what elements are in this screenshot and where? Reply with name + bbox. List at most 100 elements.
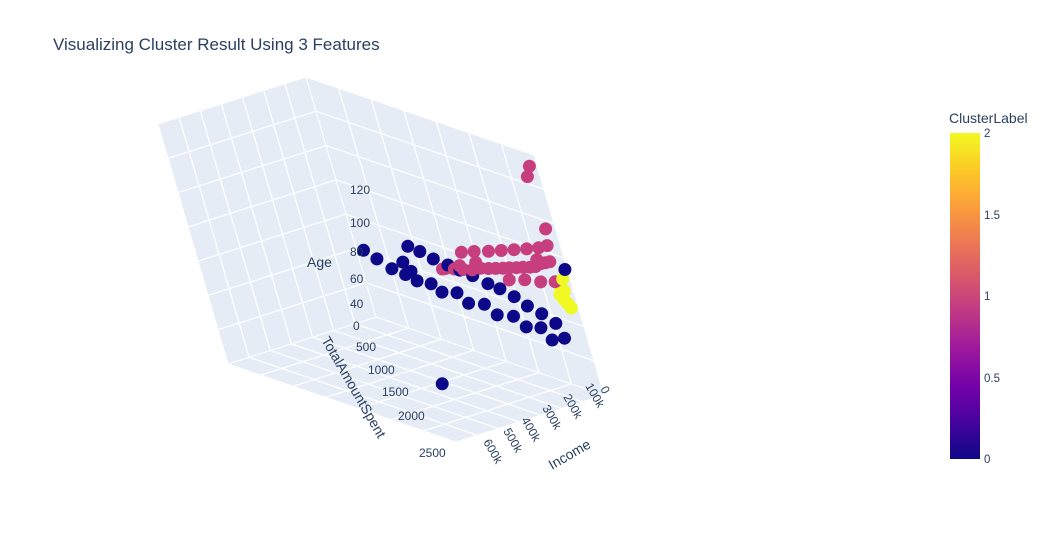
grid-line	[358, 360, 507, 410]
y-tick-label: 2000	[398, 409, 425, 423]
grid-line	[241, 96, 314, 338]
data-point	[502, 273, 516, 287]
data-point	[507, 309, 520, 323]
data-point	[469, 256, 483, 269]
data-point	[467, 245, 481, 258]
colorbar-tick-label: 1.5	[984, 210, 1000, 222]
data-point	[410, 274, 424, 288]
grid-line	[207, 247, 357, 297]
grid-line	[365, 282, 595, 362]
grid-line	[292, 338, 442, 387]
data-point	[490, 308, 504, 322]
z-tick-label: 40	[350, 297, 364, 311]
data-point	[520, 170, 534, 184]
grid-line	[325, 144, 555, 225]
z-tick-label: 120	[350, 183, 370, 197]
z-axis: 120 100 80 60 40 Age	[307, 183, 370, 311]
data-points	[357, 159, 578, 391]
colorbar-scale	[950, 133, 980, 459]
grid-line	[217, 282, 367, 331]
data-point	[535, 307, 549, 321]
grid-line	[390, 372, 540, 421]
z-tick-label: 80	[350, 245, 364, 259]
data-point	[520, 242, 534, 256]
scene-3d	[157, 76, 606, 443]
grid-line	[325, 349, 474, 399]
grid-line	[178, 117, 250, 358]
side-wall-pane	[305, 76, 605, 396]
data-point	[401, 239, 415, 253]
data-point	[534, 321, 548, 335]
data-point	[518, 273, 532, 287]
data-point	[494, 244, 508, 257]
data-point	[462, 296, 476, 310]
data-point	[558, 331, 571, 345]
x-tick-label: 400k	[518, 415, 544, 445]
colorbar-title: ClusterLabel	[949, 110, 1028, 126]
data-point	[493, 282, 507, 296]
data-point	[435, 377, 449, 391]
data-point	[396, 255, 410, 269]
grid-line	[167, 110, 317, 159]
grid-line	[248, 356, 478, 436]
colorbar-tick-label: 0	[984, 454, 990, 466]
z-tick-label: 60	[350, 272, 364, 286]
data-point	[404, 264, 418, 278]
grid-line	[354, 323, 584, 403]
data-point	[539, 222, 553, 236]
data-point	[435, 285, 449, 299]
y-tick-label: 0	[353, 319, 360, 333]
grid-line	[337, 87, 410, 329]
grid-line	[199, 110, 271, 351]
grid-line	[333, 329, 562, 410]
data-point	[477, 297, 491, 311]
data-point	[357, 243, 370, 257]
data-point	[454, 245, 468, 259]
data-point	[543, 255, 557, 269]
data-point	[545, 333, 559, 347]
colorbar-tick-label: 2	[984, 128, 990, 140]
data-point	[482, 244, 495, 258]
grid-line	[187, 179, 337, 228]
grid-line	[270, 349, 499, 430]
grid-line	[197, 213, 347, 262]
data-point	[549, 316, 563, 330]
data-point	[558, 263, 572, 276]
data-point	[522, 159, 536, 173]
axis-panes	[157, 76, 606, 443]
y-tick-label: 1500	[382, 385, 409, 399]
grid-line	[435, 121, 507, 362]
grid-line	[312, 336, 541, 416]
data-point	[370, 252, 384, 266]
colorbar-tick-label: 0.5	[984, 373, 1000, 385]
grid-line	[220, 103, 293, 345]
grid-line	[263, 90, 335, 331]
grid-line	[291, 343, 520, 423]
data-point	[507, 290, 521, 304]
data-point	[534, 275, 548, 289]
data-point	[450, 286, 464, 300]
grid-line	[284, 83, 356, 324]
colorbar-tick-label: 1	[984, 291, 990, 303]
data-point	[424, 277, 438, 291]
y-tick-label: 1000	[368, 363, 395, 377]
grid-line	[370, 99, 442, 340]
data-point	[413, 245, 427, 258]
grid-line	[403, 110, 475, 351]
data-point	[519, 320, 533, 334]
data-point	[507, 243, 521, 257]
y-tick-label: 500	[356, 340, 376, 354]
x-tick-label: 600k	[480, 437, 506, 467]
z-tick-label: 100	[350, 216, 370, 230]
grid-line	[177, 144, 327, 194]
x-axis-title: Income	[546, 436, 594, 473]
data-point	[481, 277, 495, 291]
chart-title: Visualizing Cluster Result Using 3 Featu…	[53, 35, 380, 54]
y-tick-label: 2500	[419, 446, 446, 460]
grid-line	[315, 110, 545, 190]
data-point	[385, 262, 399, 276]
data-point	[540, 239, 554, 253]
data-point	[426, 252, 440, 266]
grid-line	[423, 383, 572, 432]
